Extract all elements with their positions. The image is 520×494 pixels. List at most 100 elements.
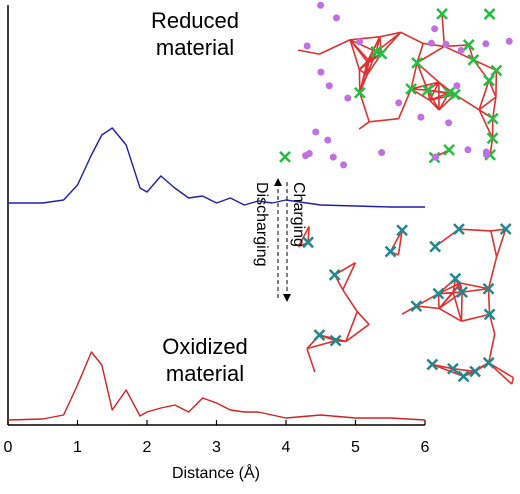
x-tick-label: 2	[143, 439, 152, 456]
ion	[329, 153, 337, 161]
bond	[495, 228, 507, 258]
bond	[349, 39, 361, 70]
atom	[486, 112, 499, 125]
bond	[487, 256, 498, 289]
ion	[305, 150, 313, 158]
atom	[436, 8, 448, 20]
ion	[457, 46, 465, 54]
bond	[458, 228, 491, 232]
ion	[482, 40, 490, 48]
annotation: Oxidized	[162, 334, 248, 359]
atom	[447, 362, 459, 375]
annotation: material	[166, 361, 244, 386]
bond	[349, 39, 368, 63]
bond	[345, 311, 358, 342]
bond	[473, 59, 497, 72]
bond	[487, 288, 491, 315]
bond	[410, 62, 418, 90]
atom	[457, 370, 470, 383]
ion	[340, 161, 348, 169]
annotation: material	[156, 35, 234, 60]
bond	[318, 39, 351, 55]
atom	[375, 47, 388, 60]
x-axis-label: Distance (Å)	[172, 463, 260, 482]
atom	[429, 240, 442, 253]
atom	[370, 45, 383, 58]
atom	[302, 236, 314, 249]
annotation: Reduced	[151, 8, 239, 33]
bond	[495, 70, 498, 97]
atom	[328, 268, 341, 281]
bond	[307, 226, 310, 243]
x-tick-label: 0	[4, 439, 13, 456]
bond	[400, 31, 424, 45]
bond	[460, 282, 489, 290]
bond	[478, 109, 494, 139]
ion	[442, 40, 450, 48]
atom	[279, 151, 291, 163]
atom	[449, 272, 462, 285]
bond	[306, 348, 316, 373]
atom	[405, 83, 418, 95]
bond	[298, 49, 320, 55]
bond	[369, 117, 399, 123]
atom	[432, 287, 445, 300]
bond	[358, 121, 370, 130]
ion	[317, 68, 325, 76]
bond	[460, 292, 463, 322]
ion	[427, 39, 435, 47]
bond	[342, 289, 358, 313]
ion	[432, 153, 440, 161]
ion	[464, 146, 472, 154]
atom	[482, 282, 495, 295]
bond	[416, 43, 424, 64]
atom	[467, 53, 480, 66]
x-tick-label: 1	[73, 439, 82, 456]
bond	[397, 88, 412, 119]
bond	[432, 363, 454, 370]
ion	[317, 1, 325, 9]
bond	[510, 377, 515, 385]
atom	[426, 358, 439, 371]
bond	[441, 13, 446, 47]
structure-illustrations	[279, 1, 515, 385]
ion	[324, 136, 332, 144]
bond	[297, 226, 310, 248]
bond	[306, 339, 336, 350]
ion	[356, 38, 364, 46]
x-tick-label: 3	[212, 439, 221, 456]
bond	[411, 88, 428, 91]
bond	[452, 292, 463, 322]
bond	[429, 81, 440, 101]
bond	[489, 138, 494, 155]
bond	[379, 36, 383, 54]
bond	[410, 81, 440, 90]
bond	[438, 282, 461, 309]
bond	[461, 313, 490, 322]
bond	[478, 80, 490, 111]
ion	[395, 99, 403, 107]
bond	[342, 262, 357, 291]
data-line	[7, 351, 426, 421]
bond	[438, 291, 454, 295]
bond	[452, 367, 476, 373]
atom	[483, 308, 496, 321]
ion	[378, 149, 386, 157]
ion	[325, 82, 333, 90]
bond	[487, 333, 496, 363]
x-tick-label: 5	[351, 439, 360, 456]
bond	[358, 68, 368, 76]
bond	[432, 363, 464, 378]
atom	[384, 245, 397, 258]
atom	[469, 365, 482, 378]
atom	[453, 223, 465, 236]
bond	[345, 323, 370, 343]
ion	[445, 119, 453, 127]
ion	[312, 128, 320, 136]
bond	[356, 311, 370, 325]
bond	[491, 96, 497, 119]
ion	[332, 14, 340, 22]
annotation: Discharging	[253, 182, 270, 266]
x-tick-label: 6	[421, 439, 430, 456]
